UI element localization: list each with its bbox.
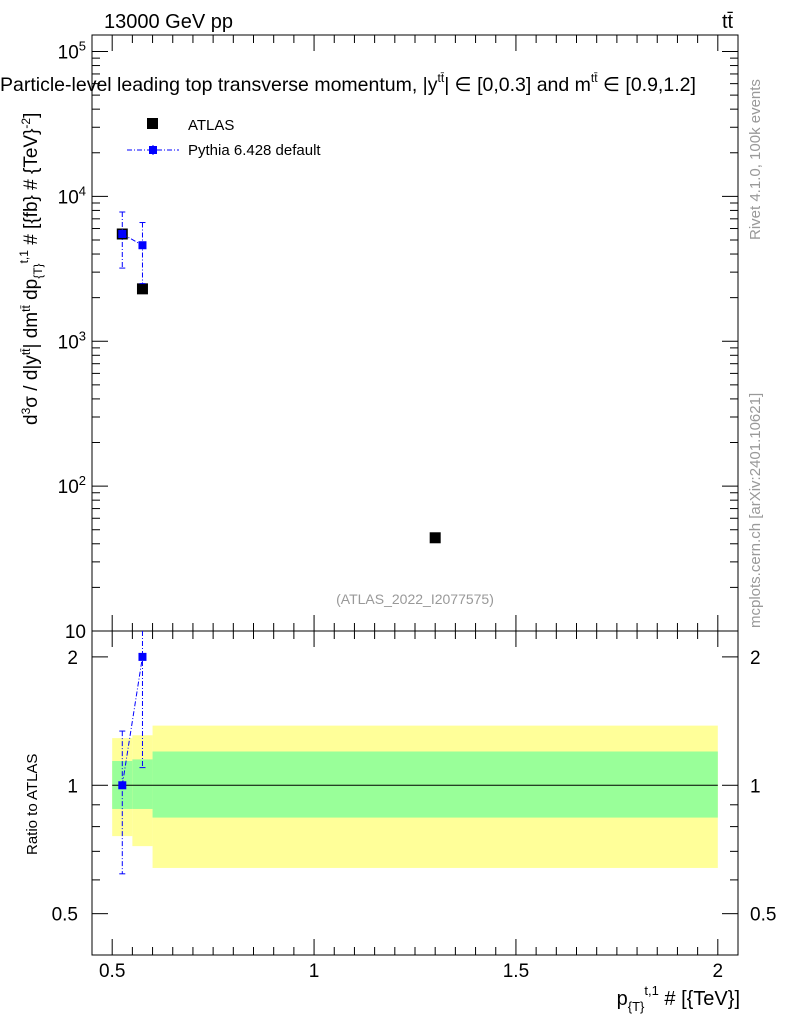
ratio-data-marks: [118, 631, 147, 875]
x-tick-label: 1.5: [503, 961, 529, 982]
ratio-y-tick-label: 1: [67, 776, 78, 797]
pythia-data-point: [138, 241, 147, 250]
process-label: tt̄: [722, 11, 734, 33]
legend-pythia-label: Pythia 6.428 default: [188, 142, 321, 159]
x-axis-label: p{T}t,1 # [{TeV}]: [617, 983, 740, 1014]
ratio-y-tick-label: 0.5: [52, 905, 78, 926]
main-y-tick-label-base: 10: [58, 477, 79, 498]
ratio-y-tick-label-right: 0.5: [750, 905, 776, 926]
x-tick-label: 2: [713, 961, 724, 982]
main-y-axis-label: d3σ / d|ytt̄| dmtt̄ dp{T}t,1 # [{fb} # {…: [17, 113, 45, 425]
plot-title-sup: tt̄: [438, 71, 445, 85]
main-data-marks: [116, 211, 441, 544]
plot-title-end: ∈ [0.9,1.2]: [598, 74, 696, 96]
plot-title: Particle-level leading top transverse mo…: [0, 71, 696, 96]
ratio-bands: [112, 725, 718, 868]
atlas-data-point: [429, 532, 441, 544]
legend-atlas-label: ATLAS: [188, 117, 234, 134]
plot-title-mid: | ∈ [0,0.3] and m: [444, 74, 591, 96]
ratio-panel: 0.5 0.5 1 1 2 2: [52, 630, 776, 956]
main-y-tick-label: 104: [58, 183, 86, 208]
atlas-data-point: [136, 283, 148, 295]
ratio-x-ticks: [91, 631, 739, 955]
x-tick-labels: 0.5 1 1.5 2: [99, 961, 723, 982]
ratio-band-inner: [152, 751, 718, 818]
main-y-tick-label-base: 10: [58, 43, 79, 64]
ratio-y-axis-label: Ratio to ATLAS: [24, 754, 41, 855]
plot-title-sup2: tt̄: [591, 71, 598, 85]
ratio-pythia-point: [138, 652, 147, 661]
main-y-tick-label: 102: [58, 473, 86, 498]
main-y-tick-label-base: 10: [58, 187, 79, 208]
main-y-tick-label-base: 10: [58, 332, 79, 353]
main-y-tick-label: 105: [58, 39, 86, 64]
legend: ATLAS Pythia 6.428 default: [127, 117, 321, 159]
ratio-band-inner: [132, 759, 153, 809]
main-y-tick-label-exp: 5: [79, 39, 86, 54]
ratio-pythia-point: [118, 781, 127, 790]
mcplots-label: mcplots.cern.ch [arXiv:2401.10621]: [747, 393, 764, 628]
main-y-tick-label-exp: 3: [79, 328, 86, 343]
ratio-y-ticks: 0.5 0.5 1 1 2 2: [52, 648, 776, 956]
main-y-tick-label: 10: [65, 622, 86, 643]
main-x-ticks: [91, 35, 739, 631]
x-tick-label: 0.5: [99, 961, 125, 982]
main-y-tick-label-exp: 4: [79, 183, 86, 198]
main-y-tick-label: 103: [58, 328, 86, 353]
ratio-y-tick-label-right: 2: [750, 648, 761, 669]
energy-label: 13000 GeV pp: [104, 11, 233, 33]
legend-pythia-marker: [149, 146, 157, 154]
pythia-data-point: [118, 229, 127, 238]
legend-atlas-marker: [147, 118, 158, 129]
main-y-tick-label-base: 10: [65, 622, 86, 643]
analysis-watermark: (ATLAS_2022_I2077575): [336, 591, 494, 607]
main-y-tick-label-exp: 2: [79, 473, 86, 488]
plot-title-start: Particle-level leading top transverse mo…: [0, 74, 438, 96]
ratio-pythia-line: [121, 656, 143, 786]
rivet-label: Rivet 4.1.0, 100k events: [747, 79, 764, 240]
x-tick-label: 1: [309, 961, 320, 982]
ratio-y-tick-label: 2: [67, 648, 78, 669]
ratio-y-tick-label-right: 1: [750, 776, 761, 797]
